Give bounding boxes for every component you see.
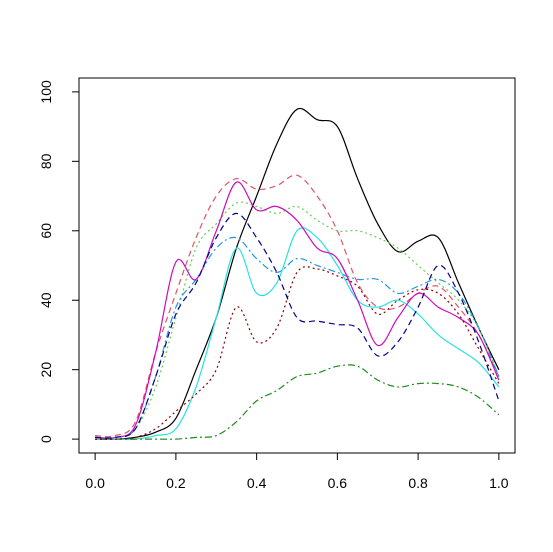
x-tick-label: 0.6 [328,475,348,491]
series-line-8 [95,266,500,440]
y-tick-label: 40 [38,292,54,308]
x-tick-label: 0.4 [247,475,267,491]
series-group [95,107,500,440]
y-tick-label: 60 [38,223,54,239]
x-tick-label: 0.2 [166,475,186,491]
x-tick-label: 0.0 [85,475,105,491]
x-tick-label: 0.8 [408,475,428,491]
x-tick-label: 1.0 [489,475,509,491]
y-tick-label: 80 [38,153,54,169]
series-line-3 [95,201,500,439]
series-line-9 [95,212,500,439]
x-axis: 0.0 0.2 0.4 0.6 0.8 1.0 [85,452,509,491]
series-line-2 [95,174,500,438]
series-line-7 [95,364,500,440]
y-axis: 0 20 40 60 80 100 [38,80,80,443]
y-tick-label: 0 [38,435,54,443]
series-line-5 [95,227,500,440]
y-tick-label: 20 [38,362,54,378]
series-line-1 [95,107,500,440]
series-line-6 [95,181,500,439]
series-line-4 [95,236,500,439]
y-tick-label: 100 [38,80,54,104]
